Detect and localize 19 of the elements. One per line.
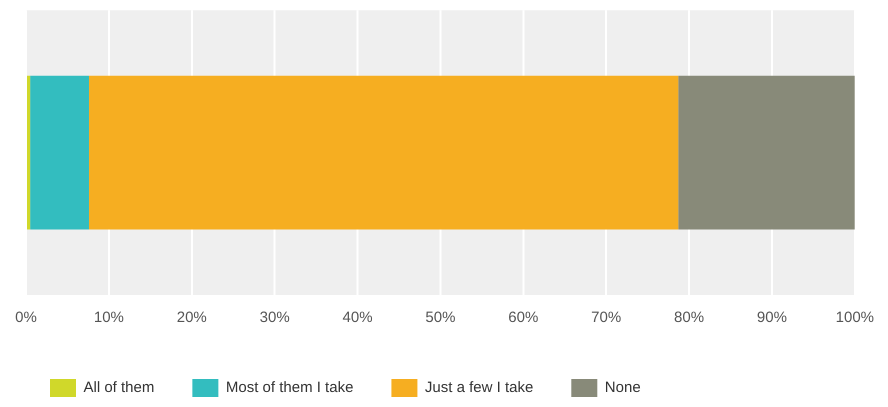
x-tick-label: 10% — [94, 309, 124, 326]
bar — [678, 76, 855, 230]
x-tick-label: 0% — [15, 309, 37, 326]
x-tick-label: 70% — [591, 309, 622, 326]
x-tick-label: 30% — [260, 309, 290, 326]
bar — [88, 76, 678, 230]
legend-label: Most of them I take — [226, 379, 354, 396]
x-tick-label: 100% — [836, 309, 874, 326]
x-tick-label: 40% — [342, 309, 373, 326]
x-tick-label: 60% — [508, 309, 538, 326]
x-tick-label: 80% — [674, 309, 704, 326]
x-tick-label: 50% — [425, 309, 456, 326]
legend-label: None — [604, 379, 641, 396]
x-tick-label: 20% — [176, 309, 207, 326]
legend-label: All of them — [84, 379, 154, 396]
bar — [27, 76, 30, 230]
legend-label: Just a few I take — [424, 379, 534, 396]
x-tick-label: 90% — [756, 309, 787, 326]
bar — [30, 76, 89, 230]
